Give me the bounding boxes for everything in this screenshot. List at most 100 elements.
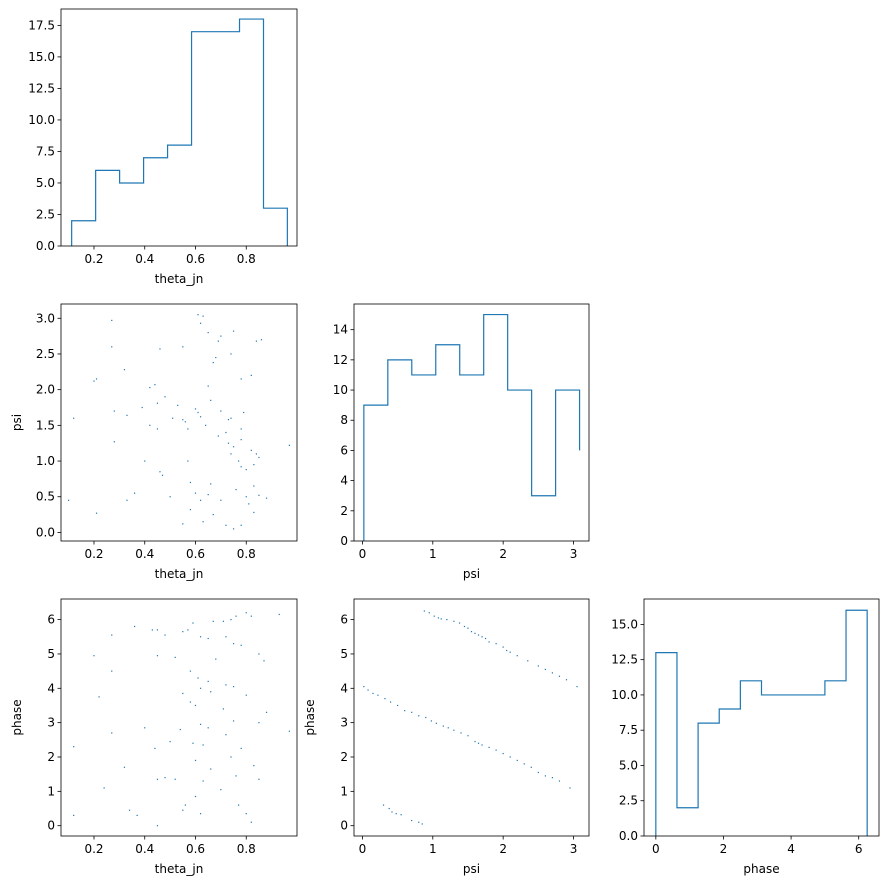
theta_jn-psi-point-78: [169, 496, 171, 498]
theta_jn-bin-3: [144, 158, 168, 246]
theta_jn-phase-point-3: [230, 619, 232, 621]
theta_jn-phase-point-11: [182, 631, 184, 633]
panel-theta_jn-psi-scatter: 0.2 0.4 0.6 0.8 0.0 0.5 1.0 1.5 2.0 2.5 3.0 theta_j…: [10, 303, 298, 581]
theta_jn-phase-point-65: [235, 775, 237, 777]
theta_jn-psi-point-76: [126, 499, 128, 501]
theta_jn-psi-point-86: [182, 523, 184, 525]
theta_jn-psi-ytick-label-1: 0.5: [36, 490, 55, 504]
theta_jn-phase-point-8: [133, 625, 136, 628]
psi-xtick-label-1: 1: [429, 547, 437, 561]
theta_jn-psi-point-43: [230, 417, 232, 419]
theta_jn-psi-point-75: [133, 492, 136, 494]
psi-phase-point-61: [382, 804, 385, 806]
psi-phase-point-14: [484, 637, 487, 640]
psi-phase-point-27: [576, 685, 578, 688]
psi-xtick-label-0: 0: [359, 547, 367, 561]
psi-phase-ytick-label-1: 1: [340, 784, 348, 798]
psi-phase-point-12: [477, 634, 480, 636]
theta_jn-psi-point-22: [149, 386, 151, 389]
theta_jn-psi-point-5: [232, 330, 235, 332]
theta_jn-phase-point-51: [192, 742, 194, 744]
theta_jn-psi-point-70: [207, 493, 209, 496]
theta_jn-psi-point-74: [265, 497, 268, 499]
psi-phase-xtick-label-0: 0: [359, 842, 367, 856]
theta_jn-psi-ytick-label-6: 3.0: [36, 311, 55, 325]
theta_jn-psi-xtick-label-2: 0.6: [186, 547, 205, 561]
theta_jn-phase-point-70: [184, 804, 186, 806]
psi-bin-6: [508, 390, 532, 541]
theta_jn-psi-point-47: [225, 431, 227, 434]
theta_jn-psi-point-19: [95, 378, 98, 380]
theta_jn-phase-point-68: [220, 789, 222, 791]
phase-histogram-step: [655, 609, 868, 836]
theta_jn-psi-point-38: [184, 421, 186, 423]
theta_jn-phase-ytick-label-5: 5: [47, 647, 55, 661]
theta_jn-phase-ytick-label-3: 3: [47, 716, 55, 730]
psi-phase-point-19: [509, 651, 511, 653]
theta_jn-psi-point-16: [250, 374, 252, 376]
psi-phase-ytick-label-0: 0: [340, 819, 348, 833]
psi-ytick-label-6: 12: [333, 353, 348, 367]
phase-ytick-label-0: 0.0: [619, 829, 638, 843]
phase-ytick-label-6: 15.0: [611, 617, 638, 631]
theta_jn-phase-point-27: [111, 670, 113, 672]
psi-phase-xtick-label-1: 1: [429, 842, 437, 856]
theta_jn-psi-point-30: [197, 411, 199, 414]
psi-ytick-label-5: 10: [333, 383, 348, 397]
psi-phase-point-33: [389, 701, 392, 703]
psi-ytick-label-2: 4: [340, 474, 348, 488]
psi-phase-point-47: [477, 742, 480, 744]
phase-bin-6: [783, 695, 804, 836]
psi-phase-point-21: [527, 660, 529, 662]
theta_jn-psi-point-84: [248, 503, 250, 505]
psi-ytick-label-1: 2: [340, 504, 348, 518]
psi-phase-point-66: [411, 819, 413, 822]
theta_jn-phase-point-31: [232, 685, 235, 688]
theta_jn-phase-point-56: [230, 756, 232, 758]
psi-bin-7: [532, 496, 556, 541]
psi-phase-point-18: [506, 649, 508, 652]
phase-bin-0: [656, 653, 677, 836]
theta_jn-ytick-label-0: 0.0: [36, 239, 55, 253]
psi-phase-xtick-label-2: 2: [499, 842, 507, 856]
theta_jn-psi-point-15: [212, 361, 214, 364]
panel-phase-histogram: 0 2 4 6 0.0 2.5 5.0 7.5 10.0 12.5 15.0 phase: [611, 598, 880, 876]
theta_jn-phase-point-40: [265, 711, 268, 713]
theta_jn-psi-point-55: [288, 444, 290, 446]
theta_jn-phase-point-2: [235, 615, 237, 617]
psi-phase-axes-frame: [353, 598, 590, 837]
psi-phase-point-46: [474, 740, 476, 743]
psi-phase-point-68: [421, 823, 423, 825]
theta_jn-phase-point-44: [207, 727, 209, 729]
psi-phase-point-56: [537, 771, 539, 774]
theta_jn-phase-point-52: [73, 746, 75, 748]
theta_jn-phase-xtick-label-1: 0.4: [135, 842, 154, 856]
theta_jn-phase-point-41: [258, 722, 260, 724]
theta_jn-psi-ytick-label-3: 1.5: [36, 418, 55, 432]
theta_jn-histogram-step: [71, 18, 288, 246]
phase-bin-2: [698, 723, 719, 836]
psi-ytick-label-7: 14: [333, 323, 348, 337]
theta_jn-ytick-label-2: 5.0: [36, 176, 55, 190]
psi-xlabel: psi: [463, 567, 480, 581]
psi-phase-point-26: [565, 679, 568, 681]
theta_jn-phase-point-59: [210, 768, 212, 770]
theta_jn-psi-xlabel: theta_jn: [155, 567, 204, 581]
theta_jn-phase-point-53: [154, 747, 156, 750]
theta_jn-phase-point-15: [199, 636, 202, 638]
theta_jn-psi-point-40: [149, 424, 151, 426]
theta_jn-psi-ytick-label-2: 1.0: [36, 454, 55, 468]
theta_jn-phase-point-4: [222, 620, 225, 622]
theta_jn-psi-xtick-label-0: 0.2: [84, 547, 103, 561]
psi-phase-point-31: [377, 694, 379, 696]
psi-axes-frame: [353, 303, 590, 542]
theta_jn-psi-point-61: [245, 469, 247, 471]
psi-phase-point-2: [433, 615, 435, 617]
theta_jn-phase-point-22: [156, 655, 159, 657]
panel-psi-phase-scatter: 0 1 2 3 0 1 2 3 4 5 6 psi phase: [303, 598, 590, 876]
psi-phase-point-23: [544, 668, 546, 671]
theta_jn-psi-point-3: [199, 322, 202, 324]
theta_jn-psi-point-26: [141, 406, 143, 409]
theta_jn-phase-point-14: [164, 634, 166, 636]
theta_jn-bin-1: [96, 170, 120, 246]
